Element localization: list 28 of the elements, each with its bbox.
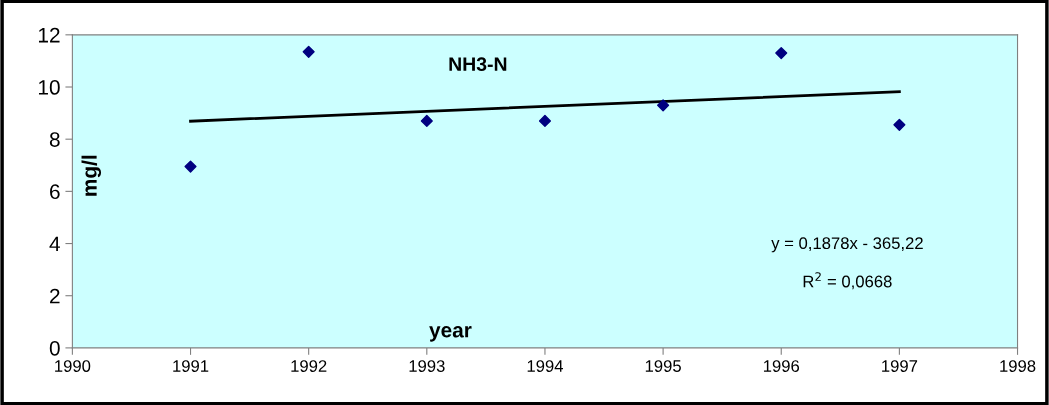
point — [302, 45, 315, 58]
x-tick-label: 1995 — [645, 360, 681, 372]
x-tick-label: 1993 — [409, 360, 445, 372]
annotation: R$^{2}$ = 0,0668 — [803, 272, 892, 290]
x-tick-label: 1990 — [55, 360, 91, 372]
point — [538, 114, 552, 127]
y-tick-label: 6 — [50, 184, 60, 200]
x-tick-label: 1998 — [1000, 360, 1036, 372]
y-tick-label: 0 — [49, 340, 60, 356]
x-axis-title: year — [429, 326, 472, 342]
point — [775, 47, 788, 60]
x-tick-label: 1992 — [291, 360, 327, 372]
point — [184, 160, 197, 173]
y-tick-label: 4 — [49, 236, 60, 252]
x-tick-label: 1991 — [173, 360, 209, 372]
point — [657, 99, 670, 112]
point — [893, 118, 906, 131]
y-tick-label: 10 — [38, 80, 60, 95]
point — [420, 114, 433, 127]
annotation: y = 0,1878x - 365,22 — [771, 237, 923, 253]
x-tick-label: 1994 — [527, 360, 564, 372]
y-axis-title: mg/l — [81, 155, 102, 196]
x-tick-label: 1997 — [882, 360, 918, 372]
text: NH3-N — [449, 57, 507, 72]
x-tick-label: 1996 — [763, 360, 800, 372]
y-tick-label: 12 — [38, 27, 60, 43]
y-tick-label: 2 — [50, 288, 60, 304]
y-tick-label: 8 — [49, 132, 60, 147]
